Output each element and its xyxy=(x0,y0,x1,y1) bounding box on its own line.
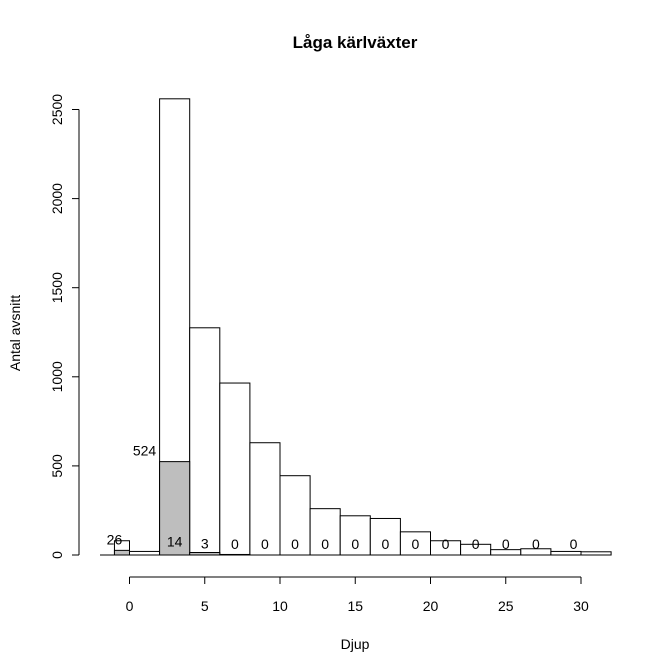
bar-count-label: 524 xyxy=(133,443,157,459)
bar-count-label: 0 xyxy=(291,536,299,552)
y-tick-label: 2000 xyxy=(49,183,65,214)
grey-bars-group xyxy=(113,461,251,556)
bar-count-label: 26 xyxy=(107,531,123,547)
y-axis-label: Antal avsnitt xyxy=(7,295,23,371)
y-axis: 0 500 1000 1500 2000 2500 xyxy=(49,94,80,559)
bar-count-label: 0 xyxy=(442,536,450,552)
bar-count-label: 14 xyxy=(167,534,183,550)
x-axis: 0 5 10 15 20 25 30 xyxy=(126,576,589,614)
chart-title: Låga kärlväxter xyxy=(293,33,418,52)
bar-count-label: 0 xyxy=(351,536,359,552)
y-tick-label: 0 xyxy=(49,551,65,559)
grey-bar xyxy=(159,461,191,556)
x-tick-label: 5 xyxy=(201,598,209,614)
bar-labels-group: 26 524 14 3 0 0 0 0 0 0 0 0 0 0 0 0 xyxy=(107,443,578,552)
bar-count-label: 0 xyxy=(321,536,329,552)
white-bar xyxy=(129,550,161,556)
bar-count-label: 0 xyxy=(261,536,269,552)
white-bar xyxy=(189,327,221,556)
y-tick-label: 2500 xyxy=(49,94,65,125)
white-bar xyxy=(219,382,251,556)
grey-bar xyxy=(113,549,130,556)
bar-count-label: 0 xyxy=(502,536,510,552)
white-bar xyxy=(369,517,401,556)
bar-count-label: 0 xyxy=(472,536,480,552)
bar-count-label: 0 xyxy=(231,536,239,552)
x-tick-label: 30 xyxy=(573,598,589,614)
x-tick-label: 10 xyxy=(272,598,288,614)
bar-count-label: 3 xyxy=(201,535,209,551)
y-tick-label: 500 xyxy=(49,454,65,478)
y-tick-label: 1000 xyxy=(49,361,65,392)
x-tick-label: 15 xyxy=(347,598,363,614)
x-tick-label: 20 xyxy=(423,598,439,614)
x-tick-label: 0 xyxy=(126,598,134,614)
x-axis-label: Djup xyxy=(341,636,370,652)
bar-count-label: 0 xyxy=(532,536,540,552)
bar-count-label: 0 xyxy=(412,536,420,552)
bar-count-label: 0 xyxy=(381,536,389,552)
y-tick-label: 1500 xyxy=(49,272,65,303)
bar-count-label: 0 xyxy=(570,536,578,552)
x-tick-label: 25 xyxy=(498,598,514,614)
